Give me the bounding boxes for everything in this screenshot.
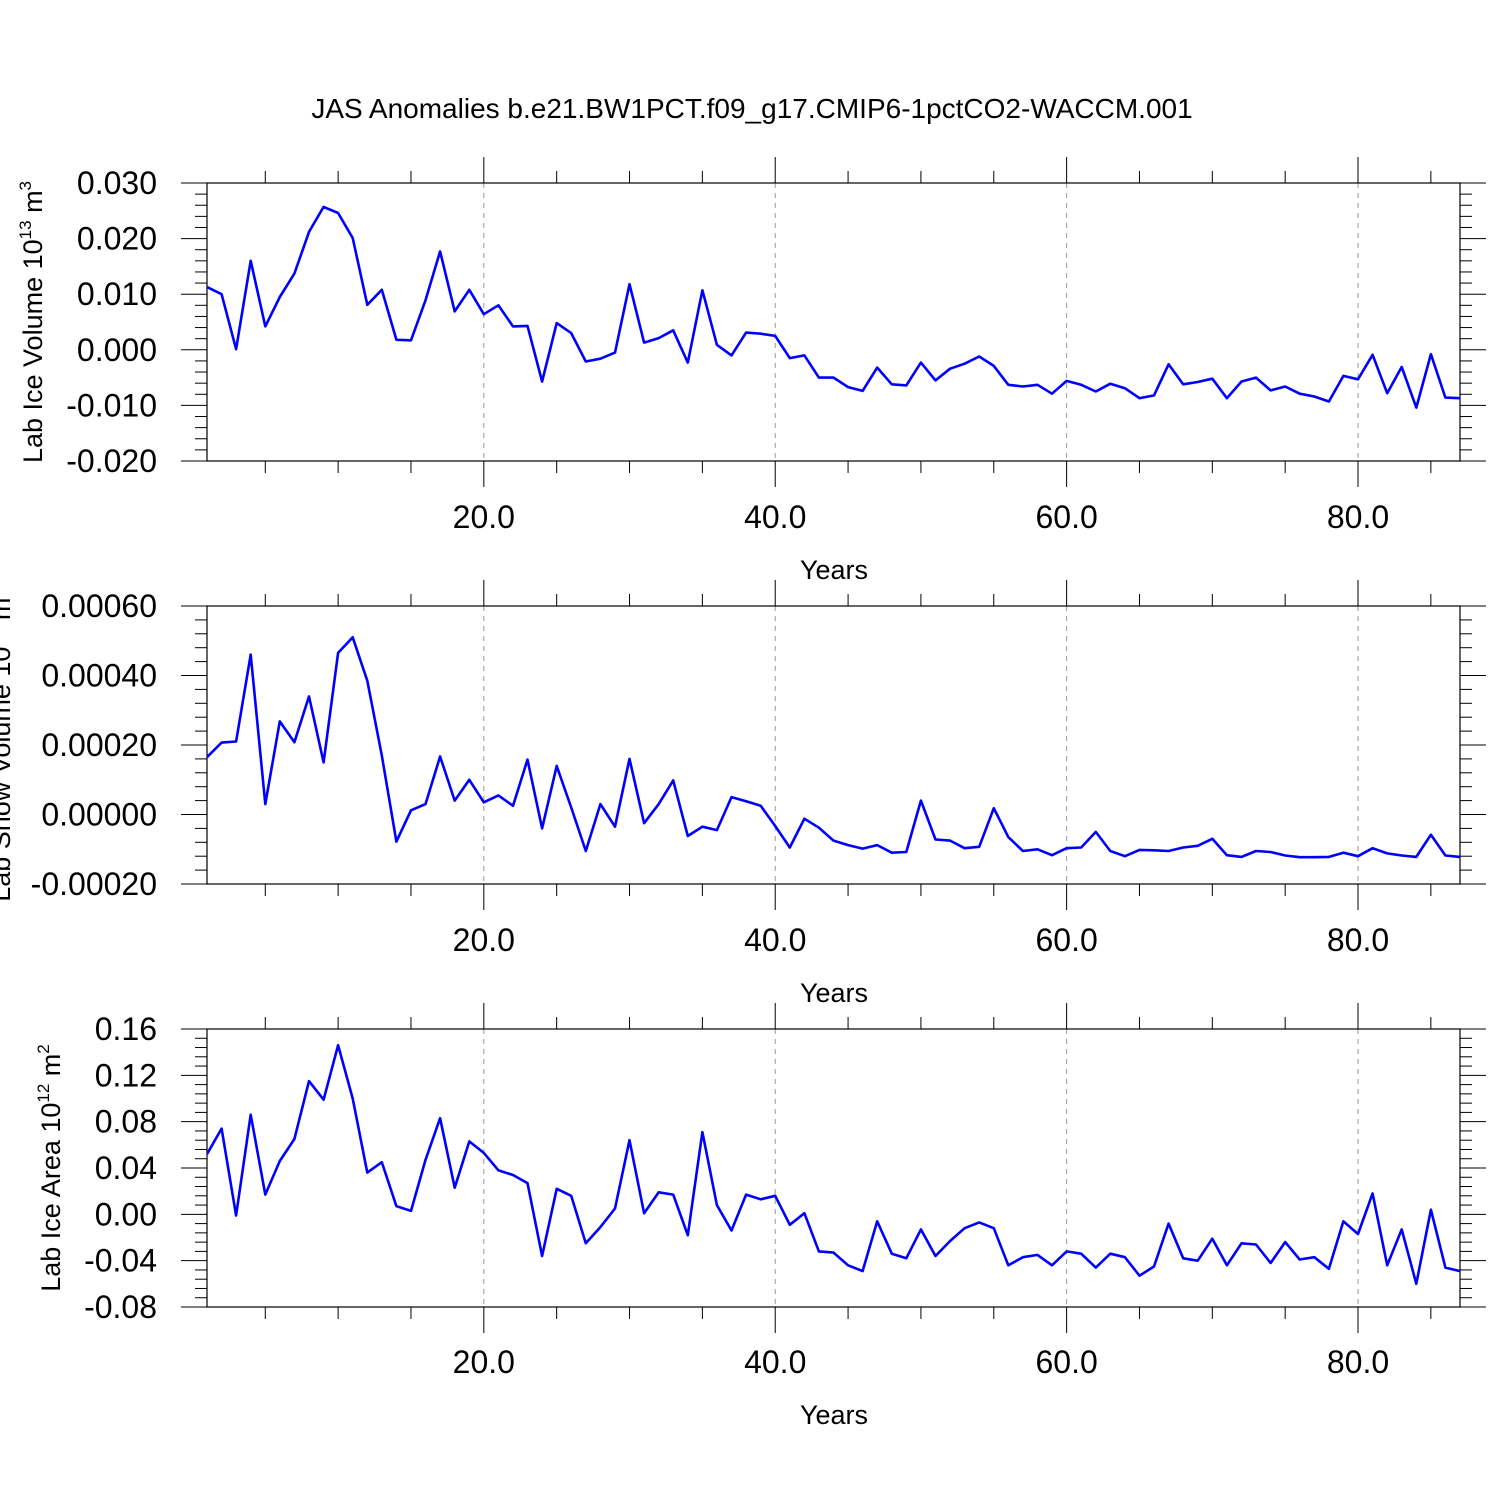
y-tick-label: 0.04	[95, 1150, 157, 1186]
series-line	[207, 1043, 1460, 1286]
x-axis-label: Years	[800, 978, 868, 1008]
x-tick-label: 20.0	[453, 1344, 515, 1380]
x-tick-label: 60.0	[1035, 1344, 1097, 1380]
x-tick-label: 80.0	[1327, 499, 1389, 535]
y-tick-label: 0.16	[95, 1011, 157, 1047]
y-tick-label: 0.00000	[41, 797, 157, 833]
x-tick-label: 60.0	[1035, 499, 1097, 535]
panels: 20.0 40.0 60.0 80.0 -0.020 -0.010 0.000 0.010 0.…	[0, 157, 1486, 1430]
y-tick-label: 0.00020	[41, 727, 157, 763]
chart-title: JAS Anomalies b.e21.BW1PCT.f09_g17.CMIP6…	[311, 93, 1192, 124]
y-tick-label: 0.00	[95, 1196, 157, 1232]
y-tick-label: 0.030	[77, 165, 157, 201]
y-axis-label: Lab Snow Volume 1013 m3	[0, 588, 16, 902]
y-tick-label: 0.010	[77, 276, 157, 312]
y-tick-label: -0.020	[66, 443, 157, 479]
y-tick-label: -0.08	[84, 1289, 157, 1325]
y-tick-label: -0.04	[84, 1243, 157, 1279]
plot-frame	[206, 182, 1461, 462]
y-tick-label: -0.00020	[31, 866, 157, 902]
panel-1: 20.0 40.0 60.0 80.0 -0.020 -0.010 0.000 0.010 0.…	[16, 157, 1486, 585]
series-line	[207, 205, 1460, 409]
y-tick-label: -0.010	[66, 387, 157, 423]
y-tick-label: 0.020	[77, 221, 157, 257]
x-tick-label: 60.0	[1035, 922, 1097, 958]
x-tick-label: 40.0	[744, 922, 806, 958]
x-axis-label: Years	[800, 1400, 868, 1430]
x-tick-label: 40.0	[744, 499, 806, 535]
panel-2: 20.0 40.0 60.0 80.0 -0.00020 0.00000 0.00020 0.…	[0, 580, 1486, 1008]
y-axis-label: Lab Ice Volume 1013 m3	[16, 181, 48, 463]
y-tick-label: 0.12	[95, 1057, 157, 1093]
x-tick-label: 20.0	[453, 922, 515, 958]
y-tick-label: 0.08	[95, 1104, 157, 1140]
x-tick-label: 40.0	[744, 1344, 806, 1380]
x-tick-label: 20.0	[453, 499, 515, 535]
panel-3: 20.0 40.0 60.0 80.0 -0.08 -0.04 0.00 0.04 0.08 0.…	[34, 1003, 1486, 1430]
y-axis-label: Lab Ice Area 1012 m2	[34, 1044, 66, 1292]
x-tick-label: 80.0	[1327, 1344, 1389, 1380]
y-tick-label: 0.000	[77, 332, 157, 368]
y-tick-label: 0.00040	[41, 658, 157, 694]
x-axis-label: Years	[800, 555, 868, 585]
y-tick-label: 0.00060	[41, 588, 157, 624]
series-line	[207, 635, 1460, 859]
x-tick-label: 80.0	[1327, 922, 1389, 958]
